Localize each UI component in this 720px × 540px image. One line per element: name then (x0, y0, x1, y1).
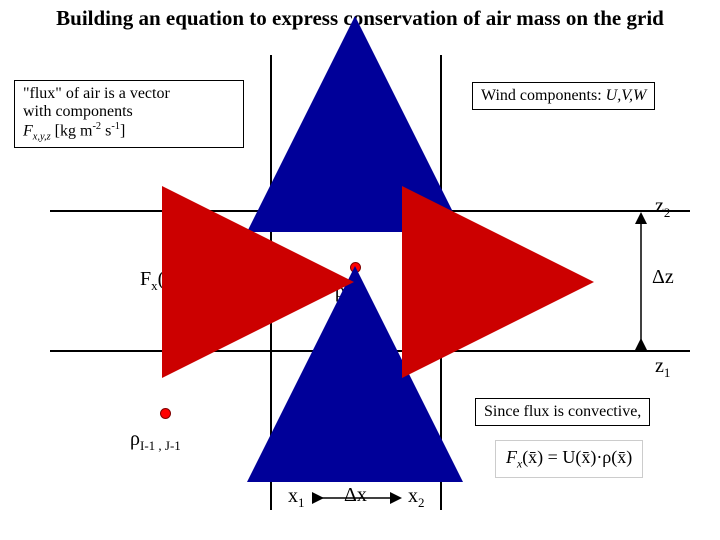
t: (z (347, 80, 363, 102)
label-Fx-x2: Fx(x2) (510, 268, 557, 294)
label-z1: z1 (655, 355, 670, 381)
page-title: Building an equation to express conserva… (0, 6, 720, 31)
t: ) (369, 396, 376, 418)
label-dx: Δx (344, 484, 367, 507)
dot-lower-left-cell (160, 408, 171, 419)
t: x (408, 485, 418, 507)
flux-line1: "flux" of air is a vector (23, 85, 235, 103)
t: F (140, 268, 151, 290)
label-x2: x2 (408, 485, 425, 511)
eq-rest: (x̄) = U(x̄)·ρ(x̄) (522, 447, 632, 467)
t: z (655, 355, 664, 377)
dot-center-cell (350, 262, 361, 273)
eq-F: F (506, 447, 517, 467)
t: 2 (418, 495, 425, 510)
flux-unit-end: ] (120, 122, 125, 139)
grid-h2 (50, 350, 690, 352)
t: x (288, 485, 298, 507)
wind-components-box: Wind components: U,V,W (472, 82, 655, 110)
t: (z (347, 396, 363, 418)
t: (x (158, 268, 175, 290)
label-Fz-z1: Fz(z1) (330, 396, 376, 422)
t: 1 (298, 495, 305, 510)
convective-text: Since flux is convective, (484, 403, 641, 420)
label-x1: x1 (288, 485, 305, 511)
convective-box: Since flux is convective, (475, 398, 650, 426)
flux-line3: Fx,y,z [kg m-2 s-1] (23, 121, 235, 143)
t: I , J (345, 290, 364, 305)
label-dz: Δz (652, 266, 674, 289)
label-z2: z2 (655, 195, 670, 221)
flux-F: F (23, 122, 33, 139)
wind-vars: U,V,W (606, 87, 647, 104)
grid-v2 (440, 55, 442, 510)
t: ρ (130, 428, 140, 450)
flux-unit-1: [kg m (51, 122, 93, 139)
grid-v1 (270, 55, 272, 510)
t: F (510, 268, 521, 290)
t: F (330, 396, 341, 418)
flux-unit-sup2: -1 (111, 121, 120, 132)
label-Fz-z2: Fz(z2) (330, 80, 376, 106)
t: ) (551, 268, 558, 290)
t: 2 (664, 205, 671, 220)
t: ρ (335, 280, 345, 302)
flux-definition-box: "flux" of air is a vector with component… (14, 80, 244, 148)
flux-equation: Fx(x̄) = U(x̄)·ρ(x̄) (495, 440, 643, 478)
t: 1 (664, 365, 671, 380)
t: F (330, 80, 341, 102)
wind-pre: Wind components: (481, 87, 606, 104)
flux-unit-2: s (101, 122, 111, 139)
label-rho-IJ: ρI , J (335, 280, 364, 306)
flux-unit-sup1: -2 (92, 121, 101, 132)
t: z (655, 195, 664, 217)
label-rho-Im1Jm1: ρI-1 , J-1 (130, 428, 181, 454)
t: ) (369, 80, 376, 102)
t: I-1 , J-1 (140, 438, 181, 453)
flux-line2: with components (23, 103, 235, 121)
grid-h1 (50, 210, 690, 212)
t: ) (181, 268, 188, 290)
label-Fx-x1: Fx(x1) (140, 268, 187, 294)
flux-F-sub: x,y,z (33, 132, 51, 143)
t: (x (528, 268, 545, 290)
